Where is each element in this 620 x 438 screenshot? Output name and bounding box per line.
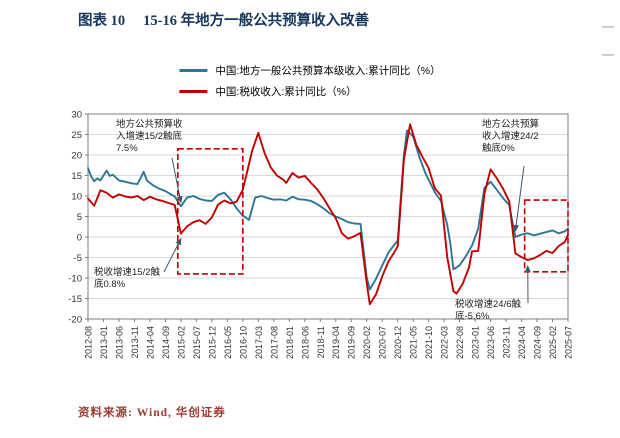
y-tick-label: 5	[77, 212, 82, 223]
annotation-arrow-tax-trough-2015	[163, 237, 182, 273]
x-tick-label: 2019-09	[347, 326, 357, 359]
figure-caption: 图表 10 15-16 年地方一般公共预算收入改善	[78, 9, 369, 30]
y-tick-label: -20	[68, 315, 82, 326]
edge-dash-icon	[602, 26, 614, 28]
x-tick-label: 2020-02	[362, 326, 372, 359]
y-tick-label: 20	[71, 151, 82, 162]
x-tick-label: 2016-10	[238, 326, 248, 359]
x-tick-label: 2015-02	[176, 326, 186, 359]
y-tick-label: 25	[71, 130, 82, 141]
annotation-local-trough-2015: 地方公共预算收入增速15/2触底 7.5%	[116, 118, 183, 154]
x-tick-label: 2023-01	[471, 326, 481, 359]
y-tick-label: 30	[71, 110, 82, 121]
x-tick-label: 2019-04	[331, 326, 341, 359]
y-tick-label: -15	[68, 294, 82, 305]
y-tick-label: 10	[71, 192, 82, 203]
x-tick-label: 2021-05	[409, 326, 419, 359]
x-tick-label: 2023-06	[486, 326, 496, 359]
x-tick-label: 2022-08	[455, 326, 465, 359]
x-tick-label: 2014-09	[161, 326, 171, 359]
x-tick-label: 2023-11	[502, 326, 512, 358]
series-line-tax-revenue	[87, 123, 569, 306]
x-tick-label: 2024-09	[533, 326, 543, 359]
x-tick-label: 2013-11	[130, 326, 140, 358]
y-tick-label: -5	[74, 253, 82, 264]
annotation-tax-trough-2015: 税收增速15/2触底0.8%	[94, 266, 160, 290]
x-tick-label: 2014-04	[145, 326, 155, 359]
x-tick-label: 2022-03	[440, 326, 450, 359]
legend-label-local-budget: 中国:地方一般公共预算本级收入:累计同比（%）	[215, 65, 441, 77]
highlight-box-2	[523, 199, 569, 273]
legend-label-tax: 中国:税收收入:累计同比（%）	[215, 86, 357, 98]
legend-line-sample-blue-icon	[179, 69, 208, 72]
x-tick-label: 2024-04	[517, 326, 527, 359]
x-tick-label: 2016-05	[223, 326, 233, 359]
x-tick-label: 2025-02	[548, 326, 558, 359]
edge-dash-icon	[602, 54, 614, 56]
x-tick-label: 2013-06	[114, 326, 124, 359]
x-tick-label: 2012-08	[84, 326, 94, 359]
legend-item-local-budget: 中国:地方一般公共预算本级收入:累计同比（%）	[179, 63, 441, 78]
x-tick-label: 2021-10	[424, 326, 434, 359]
y-tick-label: -10	[68, 274, 82, 285]
annotation-local-trough-2024: 地方公共预算收入增速24/2 触底0%	[482, 118, 539, 154]
annotation-arrow-local-trough-2015	[171, 157, 183, 204]
x-tick-label: 2020-12	[393, 326, 403, 359]
x-tick-label: 2015-12	[207, 326, 217, 359]
x-tick-label: 2020-07	[378, 326, 388, 359]
x-tick-label: 2025-07	[564, 326, 574, 359]
annotation-tax-trough-2024: 税收增速24/6触底-5.6%	[455, 298, 521, 322]
source-note: 资料来源: Wind, 华创证券	[78, 407, 226, 419]
x-tick-label: 2017-03	[254, 326, 264, 359]
annotation-arrow-local-trough-2024	[513, 165, 525, 232]
x-tick-label: 2013-01	[99, 326, 109, 359]
chart-legend: 中国:地方一般公共预算本级收入:累计同比（%） 中国:税收收入:累计同比（%）	[179, 63, 441, 99]
figure-label: 图表 10	[78, 13, 126, 29]
x-tick-label: 2018-01	[285, 326, 295, 359]
x-tick-label: 2018-11	[316, 326, 326, 358]
x-tick-label: 2018-06	[300, 326, 310, 359]
x-tick-label: 2017-08	[269, 326, 279, 359]
y-tick-label: 0	[77, 233, 82, 244]
figure-title: 15-16 年地方一般公共预算收入改善	[143, 13, 370, 29]
legend-line-sample-red-icon	[179, 90, 208, 93]
legend-item-tax: 中国:税收收入:累计同比（%）	[179, 84, 440, 99]
x-tick-label: 2015-07	[192, 326, 202, 359]
page-edge-artifact	[602, 26, 614, 56]
highlight-box-1	[177, 148, 244, 275]
series-line-local-budget-revenue	[87, 129, 569, 291]
y-tick-label: 15	[71, 171, 82, 182]
